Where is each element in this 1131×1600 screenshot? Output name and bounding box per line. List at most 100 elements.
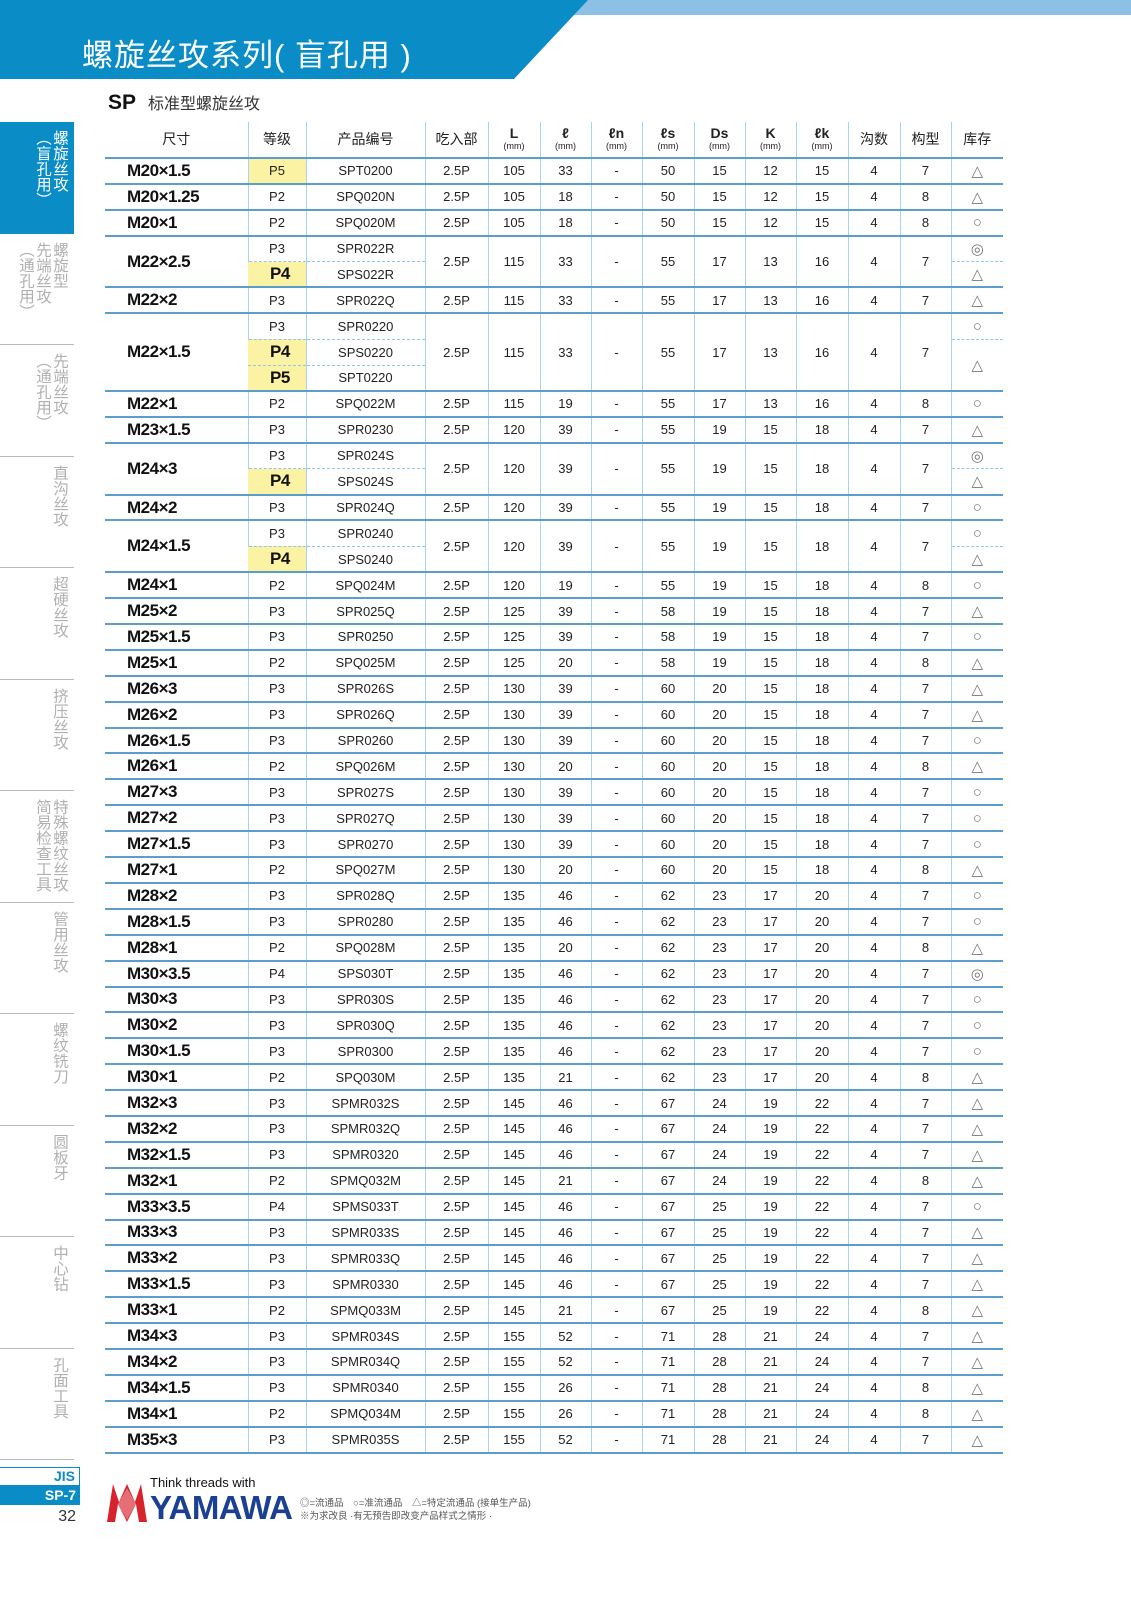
section-label: SP-7: [0, 1486, 80, 1505]
column-symbol: ℓk: [814, 124, 830, 141]
size-cell: M24×1: [105, 571, 248, 599]
spec-cell: 8: [899, 933, 951, 961]
grade-cell: P3: [247, 441, 306, 469]
product-code-cell: SPMR034Q: [305, 1347, 425, 1375]
spec-cell: 22: [795, 1192, 848, 1220]
spec-cell: 2.5P: [424, 441, 488, 495]
sidebar-item[interactable]: 超硬丝攻: [0, 568, 74, 680]
spec-cell: 15: [795, 157, 848, 184]
stock-status-cell: △: [950, 1347, 1003, 1375]
spec-cell: 28: [693, 1322, 745, 1349]
spec-cell: 8: [899, 1063, 951, 1091]
column-header: K (mm): [744, 122, 796, 159]
table-row: M30×1.5 P3 SPR0300 2.5P 135 46-62 23 17 20 4 7 ○: [105, 1037, 1003, 1065]
spec-cell: 2.5P: [424, 390, 488, 417]
spec-cell: -: [590, 1399, 642, 1427]
spec-cell: 2.5P: [424, 1270, 488, 1298]
spec-cell: 20: [693, 778, 745, 806]
size-cell: M30×3: [105, 985, 248, 1013]
spec-cell: -: [590, 1011, 642, 1039]
sidebar-item[interactable]: 螺旋丝攻 （盲孔用）: [0, 122, 74, 234]
sidebar-item[interactable]: 直沟丝攻: [0, 457, 74, 568]
product-code-cell: SPR028Q: [305, 881, 425, 909]
grade-cell: P3: [247, 1037, 306, 1065]
size-cell: M25×1: [105, 648, 248, 676]
table-row: M24×3 P3 SPR024S 2.5P 120 39-55 19 15 18 4 7 ◎: [105, 441, 1003, 495]
column-header: ℓn (mm): [590, 122, 642, 159]
sidebar-item[interactable]: 孔面工具: [0, 1349, 74, 1460]
spec-cell: -: [590, 1140, 642, 1168]
spec-cell: 105: [487, 157, 540, 184]
spec-cell: 39: [539, 726, 591, 754]
sidebar-label-line: 管用丝攻: [51, 910, 68, 973]
stock-status-cell: ◎: [950, 959, 1003, 987]
spec-cell: 4: [847, 597, 900, 625]
spec-cell: -: [590, 493, 642, 521]
spec-cell: 19: [539, 390, 591, 417]
sidebar-item-label: 先端丝攻 （通孔用）: [34, 353, 68, 456]
sidebar-item-label: 孔面工具: [51, 1357, 68, 1460]
stock-status-cell: ○: [950, 804, 1003, 832]
stock-status-cell: △: [950, 674, 1003, 702]
spec-cell: 7: [899, 157, 951, 184]
spec-cell: 2.5P: [424, 933, 488, 961]
grade-cell: P4: [247, 1192, 306, 1220]
grade-cell: P3: [247, 1218, 306, 1246]
spec-cell: 71: [641, 1425, 694, 1454]
spec-cell: 15: [744, 415, 796, 443]
spec-cell: 22: [795, 1166, 848, 1194]
spec-cell: 7: [899, 1244, 951, 1272]
spec-cell: 18: [795, 493, 848, 521]
spec-cell: 135: [487, 1063, 540, 1091]
spec-cell: 4: [847, 959, 900, 987]
stock-status-cell: ○: [950, 571, 1003, 599]
spec-cell: 50: [641, 182, 694, 210]
spec-cell: 8: [899, 1296, 951, 1324]
spec-cell: 22: [795, 1140, 848, 1168]
sidebar-item[interactable]: 先端丝攻 （通孔用）: [0, 345, 74, 457]
sidebar-item[interactable]: 管用丝攻: [0, 903, 74, 1014]
product-code-cell: SPMR033Q: [305, 1244, 425, 1272]
spec-cell: 7: [899, 597, 951, 625]
spec-cell: 4: [847, 830, 900, 858]
spec-cell: 17: [693, 312, 745, 392]
spec-cell: 17: [693, 234, 745, 288]
spec-cell: 18: [795, 597, 848, 625]
product-code-cell: SPR0240: [305, 519, 425, 547]
sidebar-item[interactable]: 螺旋型 先端丝攻 （通孔用）: [0, 234, 74, 345]
spec-cell: 19: [744, 1244, 796, 1272]
table-row: M32×1.5 P3 SPMR0320 2.5P 145 46-67 24 19 22 4 7 △: [105, 1140, 1003, 1168]
spec-cell: 4: [847, 726, 900, 754]
product-code-cell: SPMR033S: [305, 1218, 425, 1246]
sidebar-item[interactable]: 圆板牙: [0, 1126, 74, 1237]
column-symbol: K: [765, 124, 776, 141]
spec-cell: -: [590, 182, 642, 210]
spec-cell: 22: [795, 1089, 848, 1116]
spec-cell: 8: [899, 1166, 951, 1194]
sidebar-item[interactable]: 挤压丝攻: [0, 680, 74, 791]
spec-cell: 145: [487, 1114, 540, 1142]
sidebar-item[interactable]: 中心钻: [0, 1237, 74, 1349]
table-row: M30×3.5 P4 SPS030T 2.5P 135 46-62 23 17 20 4 7 ◎: [105, 959, 1003, 987]
spec-cell: 46: [539, 985, 591, 1013]
sidebar-item-label: 中心钻: [51, 1245, 68, 1348]
spec-cell: 15: [744, 519, 796, 573]
spec-cell: 19: [693, 648, 745, 676]
spec-cell: 17: [744, 881, 796, 909]
spec-cell: 105: [487, 208, 540, 236]
grade-cell: P2: [247, 856, 306, 883]
sidebar-item[interactable]: 特殊螺纹丝攻 简易检查工具: [0, 791, 74, 903]
grade-cell: P2: [247, 1296, 306, 1324]
spec-cell: 22: [795, 1218, 848, 1246]
sidebar-item[interactable]: 螺纹铣刀: [0, 1014, 74, 1126]
table-row: M24×1.5 P3 SPR0240 2.5P 120 39-55 19 15 18 4 7 ○: [105, 519, 1003, 573]
spec-cell: 39: [539, 700, 591, 728]
grade-cell: P3: [247, 519, 306, 547]
spec-cell: 2.5P: [424, 157, 488, 184]
spec-cell: 155: [487, 1373, 540, 1401]
spec-cell: 145: [487, 1270, 540, 1298]
table-row: M35×3 P3 SPMR035S 2.5P 155 52-71 28 21 24 4 7 △: [105, 1425, 1003, 1454]
sidebar-item-label: 圆板牙: [51, 1134, 68, 1237]
product-code-cell: SPS024S: [305, 468, 425, 495]
spec-cell: 2.5P: [424, 208, 488, 236]
